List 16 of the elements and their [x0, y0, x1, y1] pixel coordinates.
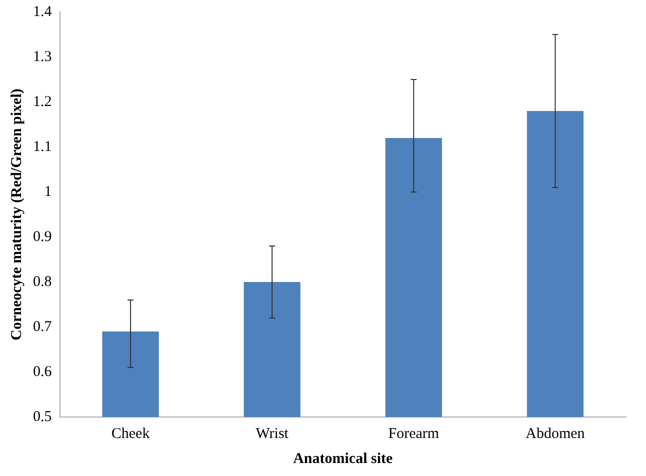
y-axis-title: Corneocyte maturity (Red/Green pixel) — [8, 88, 25, 340]
x-tick-label: Cheek — [111, 426, 150, 442]
y-tick-label: 0.7 — [33, 318, 52, 335]
x-tick-label: Abdomen — [526, 426, 586, 442]
y-tick-label: 0.8 — [33, 274, 52, 290]
y-tick-label: 1 — [44, 184, 52, 200]
y-tick-label: 1.2 — [33, 94, 52, 110]
x-tick-label: Forearm — [388, 426, 440, 442]
y-tick-label: 0.9 — [33, 228, 52, 245]
y-tick-label: 1.4 — [33, 4, 52, 20]
x-tick-label: Wrist — [256, 426, 290, 442]
y-tick-label: 0.5 — [33, 408, 52, 425]
y-tick-label: 0.6 — [33, 364, 52, 380]
y-tick-label: 1.3 — [33, 48, 52, 65]
x-axis-title: Anatomical site — [293, 450, 393, 467]
y-tick-label: 1.1 — [33, 138, 52, 155]
